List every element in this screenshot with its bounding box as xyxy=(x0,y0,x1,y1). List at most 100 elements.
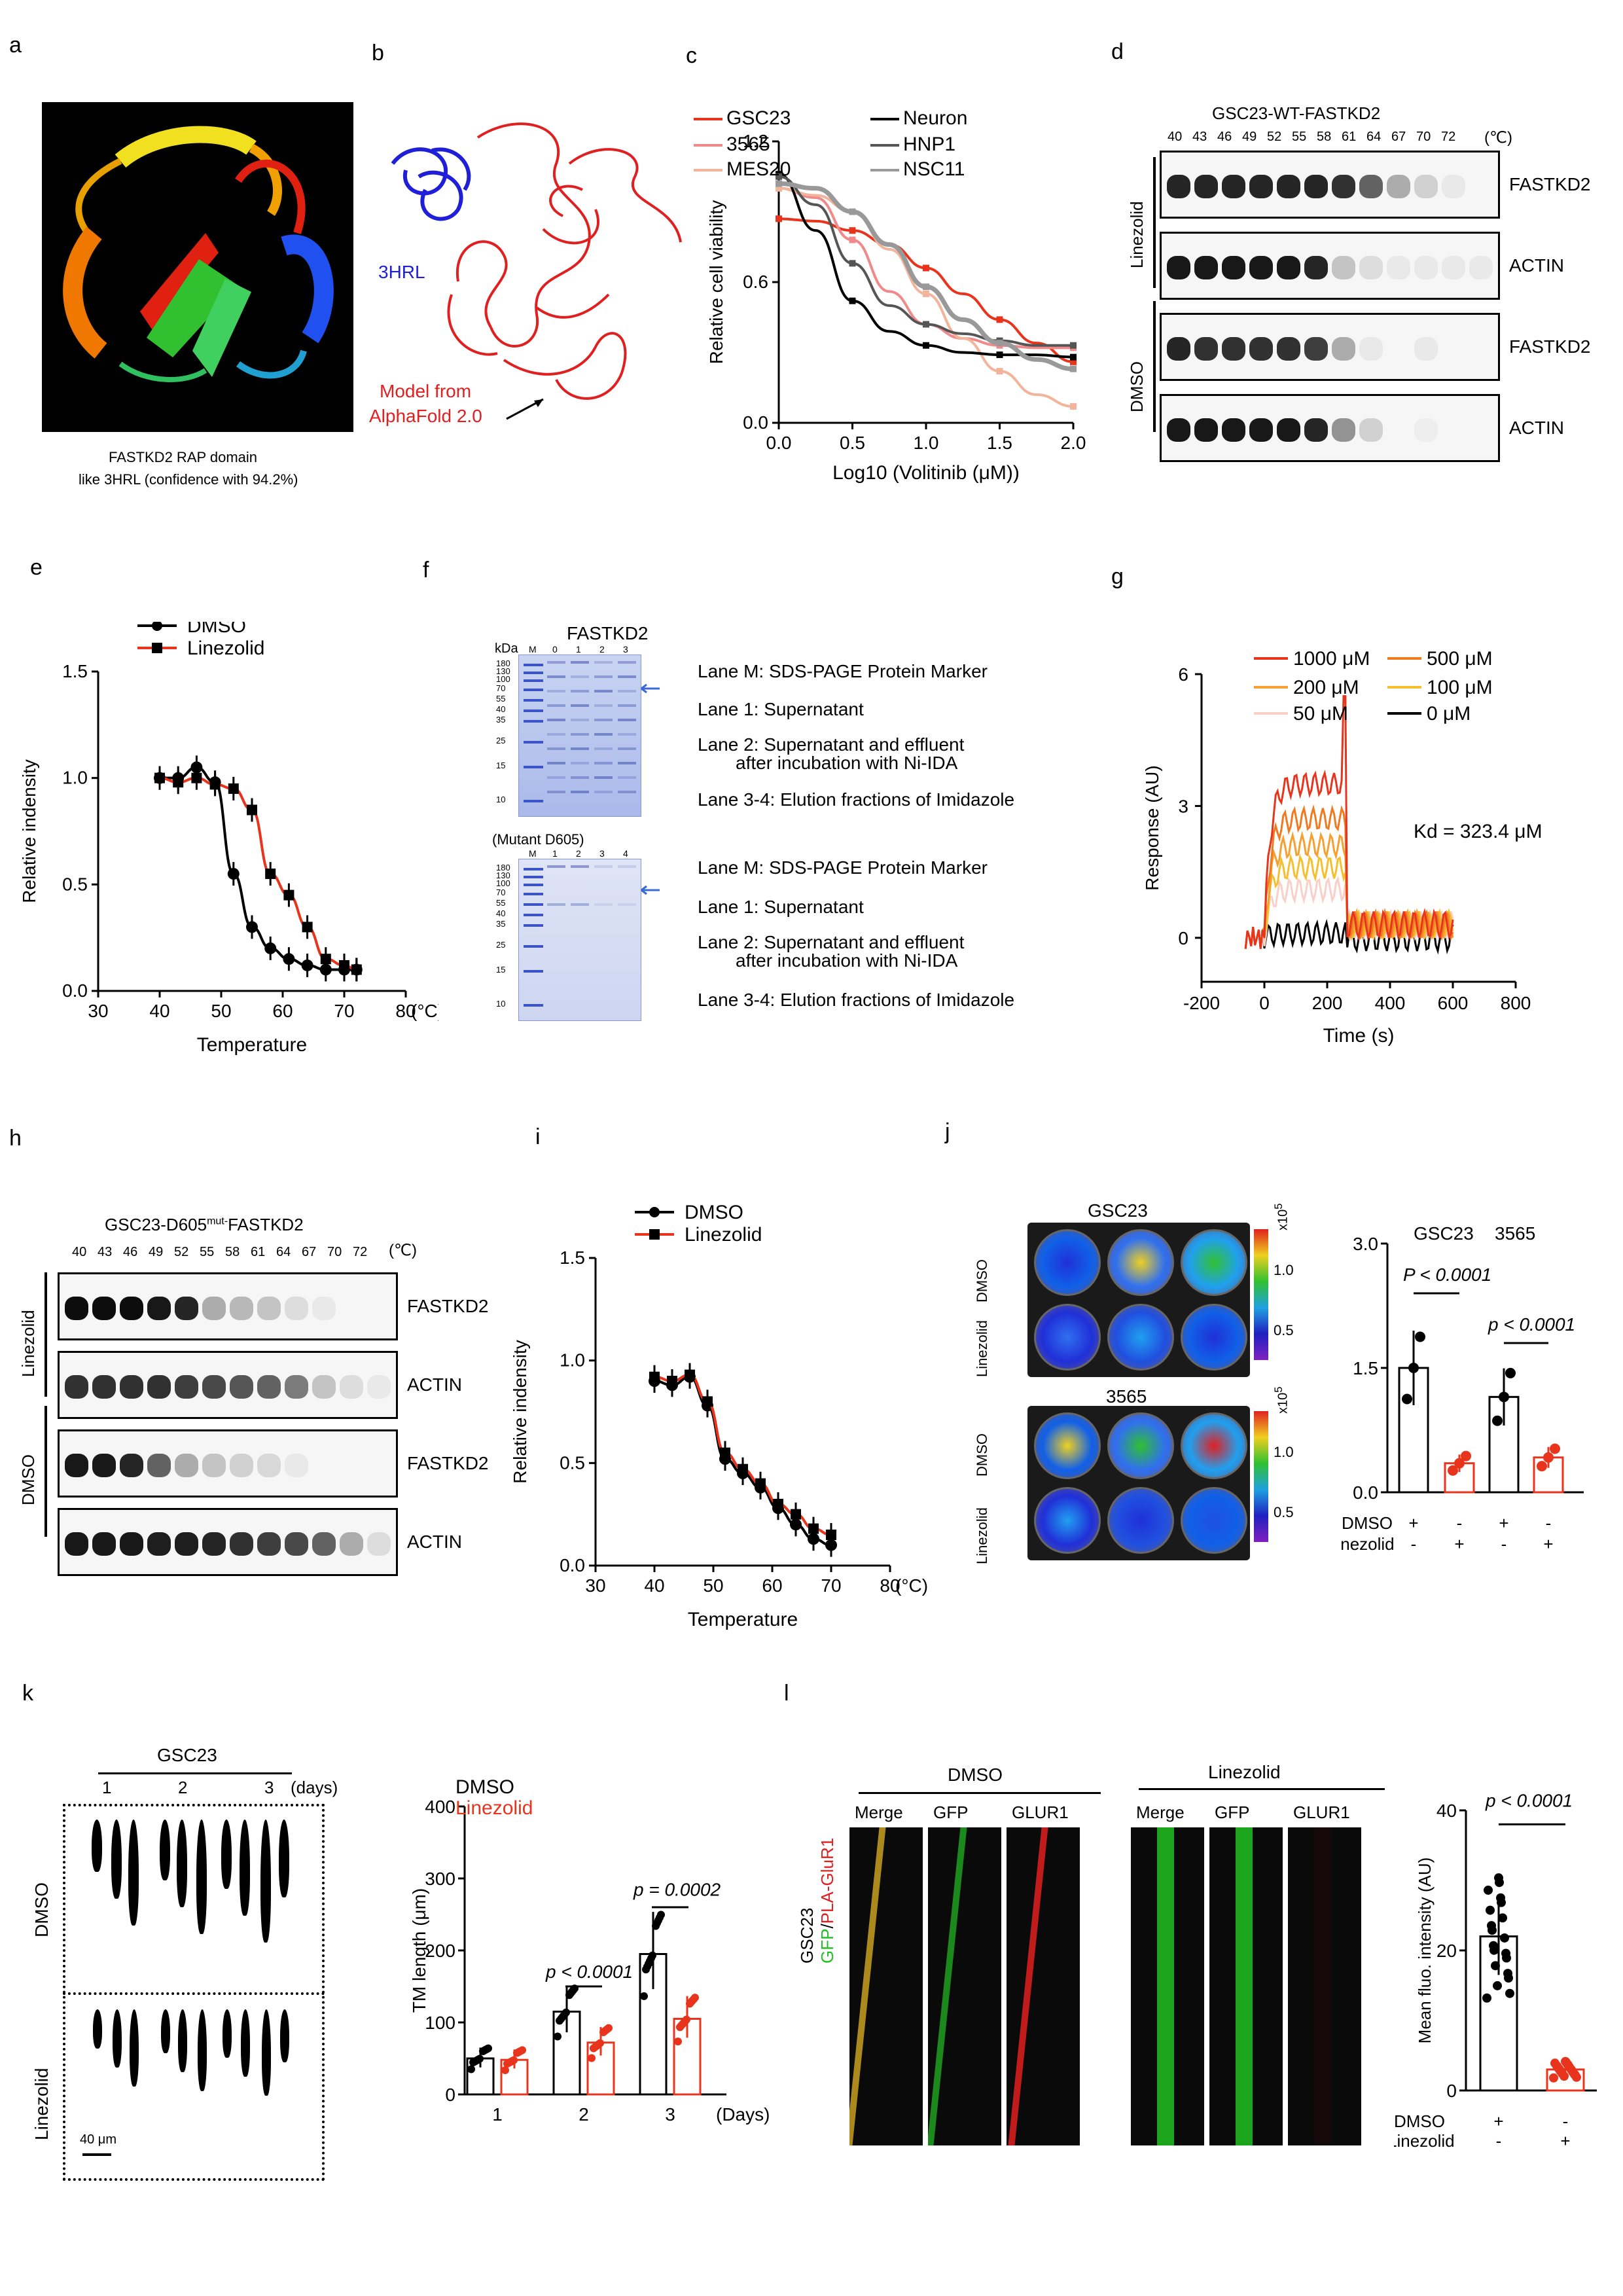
gel2-desc-m: Lane M: SDS-PAGE Protein Marker xyxy=(698,857,988,878)
x-tick-label: 70 xyxy=(334,1001,354,1021)
luminescence-well xyxy=(1181,1229,1247,1296)
blot-band xyxy=(257,1297,281,1320)
gel1-lane-label: 0 xyxy=(552,644,558,655)
gel1-band xyxy=(618,776,636,779)
y-tick-label: 1.0 xyxy=(62,768,88,788)
marker-band xyxy=(524,876,543,878)
blot-band xyxy=(1359,418,1383,442)
data-dot xyxy=(652,1922,660,1930)
row-sign: - xyxy=(1501,1534,1507,1554)
data-point-Linezolid xyxy=(702,1396,713,1407)
blot-band xyxy=(92,1532,116,1556)
tm-cell-shape xyxy=(223,2009,232,2058)
gel2-band xyxy=(571,865,589,868)
blot-band xyxy=(1222,175,1245,198)
row-sign: + xyxy=(1454,1534,1464,1554)
row-sign: - xyxy=(1411,1534,1417,1554)
temp-label: 52 xyxy=(1267,130,1282,144)
k-days-unit: (days) xyxy=(291,1778,338,1797)
marker-band xyxy=(524,741,543,744)
gel1-band xyxy=(547,762,565,764)
blot-d-title: GSC23-WT-FASTKD2 xyxy=(1212,103,1381,123)
rap-domain-structure-image xyxy=(42,102,353,432)
data-dot xyxy=(479,2047,487,2055)
x-tick-label: 600 xyxy=(1438,993,1469,1013)
process-signal xyxy=(1314,1827,1331,2145)
blot-band xyxy=(367,1375,391,1399)
data-point-NSC11 xyxy=(996,340,1003,347)
gel1-desc-1: Lane 1: Supernatant xyxy=(698,699,864,719)
legend-marker xyxy=(649,1229,660,1240)
x-axis-label: Time (s) xyxy=(1323,1025,1395,1047)
y-tick-label: 3 xyxy=(1178,796,1188,816)
temp-label: 72 xyxy=(1441,130,1456,144)
panel-label-k: k xyxy=(22,1681,33,1706)
scale-unit: x105 xyxy=(1272,1203,1291,1230)
arrow-icon xyxy=(506,398,544,420)
temp-label: 46 xyxy=(1217,130,1232,144)
group-bracket xyxy=(1153,157,1156,288)
k-day-2: 2 xyxy=(178,1778,188,1797)
gel1-marker: 15 xyxy=(496,761,506,770)
data-dot xyxy=(1503,1969,1512,1979)
temp-label: 55 xyxy=(200,1245,215,1259)
scale-unit: x105 xyxy=(1272,1386,1291,1414)
row-sign: + xyxy=(1493,2111,1503,2131)
l-dmso-title: DMSO xyxy=(948,1765,1003,1785)
temp-label: 43 xyxy=(1192,130,1207,144)
gel1-band xyxy=(547,661,565,664)
gel2-marker: 130 xyxy=(496,870,510,880)
data-dot xyxy=(1493,1981,1502,1990)
blot-band xyxy=(285,1375,308,1399)
scale-tick-1: 1.0 xyxy=(1274,1262,1294,1278)
blot-band xyxy=(175,1532,198,1556)
blot-band xyxy=(175,1297,198,1320)
tm-cell-shape xyxy=(93,2009,102,2049)
legend-label-Linezolid: Linezolid xyxy=(455,1797,533,1819)
micrograph-glur1 xyxy=(1288,1827,1361,2145)
y-tick-label: 0.0 xyxy=(1353,1482,1378,1503)
gel1-marker: 55 xyxy=(496,694,506,704)
y-tick-label: 0.5 xyxy=(560,1452,585,1473)
blot-band xyxy=(1332,337,1355,361)
blot-band xyxy=(1442,175,1465,198)
series-line-GSC23 xyxy=(778,217,1074,363)
x-tick-label: 80 xyxy=(395,1001,416,1021)
data-point-Linezolid xyxy=(685,1369,695,1380)
l-dmso-line xyxy=(859,1792,1101,1794)
tm-cell-shape xyxy=(260,1820,271,1943)
scalebar xyxy=(1365,2085,1368,2140)
tm-cell-shape xyxy=(161,2009,170,2053)
blot-row-label: FASTKD2 xyxy=(1509,174,1591,194)
panel-label-l: l xyxy=(784,1681,789,1706)
y-tick-label: 400 xyxy=(425,1797,455,1817)
sig-annotation: p < 0.0001 xyxy=(1488,1314,1575,1335)
row-sign: + xyxy=(1543,1534,1553,1554)
data-dot xyxy=(686,2000,694,2008)
tm-cell-shape xyxy=(92,1820,102,1872)
blot-band xyxy=(92,1375,116,1399)
k-day-3: 3 xyxy=(264,1778,274,1797)
blot-band xyxy=(147,1297,171,1320)
series-line-3565 xyxy=(778,187,1073,350)
blot-band xyxy=(1249,337,1273,361)
blot-band xyxy=(285,1454,308,1477)
blot-row xyxy=(1160,313,1500,381)
data-dot xyxy=(556,2017,563,2025)
row-sign: - xyxy=(1563,2111,1569,2131)
micrograph-merge xyxy=(1131,1827,1204,2145)
gel2-desc-2: Lane 2: Supernatant and effluent xyxy=(698,932,965,952)
panel-label-b: b xyxy=(372,41,384,65)
blot-d-group2: DMSO xyxy=(1127,361,1147,412)
gel1-lane-label: 2 xyxy=(599,644,605,655)
marker-band xyxy=(524,903,543,906)
marker-band xyxy=(524,699,543,702)
process-signal xyxy=(1157,1827,1174,2145)
blot-h-group2: DMSO xyxy=(18,1454,38,1505)
x-unit: (°C) xyxy=(411,1001,438,1021)
data-point-Linezolid xyxy=(339,960,349,971)
micrograph-gfp xyxy=(928,1827,1001,2145)
gel1-desc-m: Lane M: SDS-PAGE Protein Marker xyxy=(698,661,988,681)
data-point-Linezolid xyxy=(755,1478,766,1489)
data-dot xyxy=(1505,1367,1516,1378)
